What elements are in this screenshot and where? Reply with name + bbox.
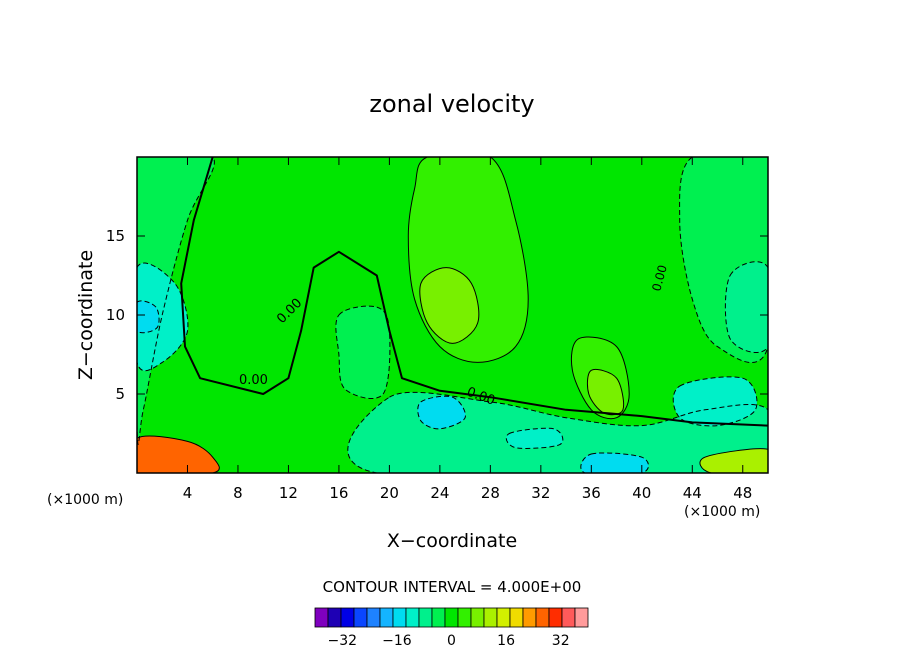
contour-line-east-mid-positive [570, 336, 630, 420]
colorbar: −32 −16 0 16 32 [314, 607, 589, 649]
x-tick-label: 24 [430, 484, 449, 502]
colorbar-tick-label: 16 [497, 633, 515, 649]
contour-line-lower-central-negative [347, 391, 768, 473]
colorbar-swatch [522, 607, 537, 628]
x-tick-label: 28 [481, 484, 500, 502]
contour-lines [137, 157, 768, 473]
contour-region-southeast-layers [699, 448, 768, 473]
y-tick-label: 5 [115, 385, 125, 403]
contour-line-central-upper-tongue [407, 157, 529, 363]
colorbar-tick-label: 0 [447, 633, 456, 649]
contour-line-southwest-layers [137, 435, 220, 473]
contour-line-mid-center-negative [335, 305, 391, 399]
colorbar-swatch [327, 607, 342, 628]
colorbar-swatch [574, 607, 589, 628]
contour-line-east-upper-core [724, 261, 768, 353]
contour-region-east-mid-max [587, 369, 624, 415]
y-axis-label: Z−coordinate [75, 250, 97, 380]
contour-line-zero [180, 157, 768, 427]
colorbar-swatch [431, 607, 446, 628]
x-tick-label: 40 [632, 484, 651, 502]
x-tick-label: 8 [233, 484, 243, 502]
x-tick-label: 4 [183, 484, 193, 502]
colorbar-swatch [353, 607, 368, 628]
colorbar-swatch [418, 607, 433, 628]
colorbar-swatch [509, 607, 524, 628]
contour-line-lower-core-b [505, 427, 564, 449]
contour-region-lower-core-a [417, 396, 466, 429]
x-axis: 4 8 12 16 20 24 28 32 36 40 44 48 [183, 157, 752, 502]
y-tick-label: 15 [106, 227, 125, 245]
colorbar-swatch [470, 607, 485, 628]
contour-line-southeast-layers [699, 448, 768, 473]
colorbar-swatch [457, 607, 472, 628]
contour-region-upper-center-max [419, 267, 479, 344]
contour-region-west-mid-innercore [137, 300, 160, 333]
contour-line-lower-core-c [580, 452, 650, 473]
contour-region-lower-core-b [506, 428, 563, 449]
contour-line-west-mid-core [137, 262, 189, 372]
contour-field [137, 157, 768, 473]
colorbar-tick-label: 32 [552, 633, 570, 649]
x-axis-label: X−coordinate [387, 530, 517, 552]
colorbar-swatch [314, 607, 329, 628]
contour-line-west-mid-innercore [137, 300, 160, 334]
colorbar-tick-label: −32 [328, 633, 358, 649]
contour-label: 0.00 [649, 263, 669, 292]
contour-region-western-band [137, 157, 215, 445]
colorbar-swatch [340, 607, 355, 628]
colorbar-swatch [483, 607, 498, 628]
x-unit-left: (×1000 m) [47, 492, 123, 508]
colorbar-swatch [444, 607, 459, 628]
x-tick-label: 44 [683, 484, 702, 502]
colorbar-swatch [561, 607, 576, 628]
contour-region-east-upper-core [725, 261, 768, 353]
x-tick-label: 20 [380, 484, 399, 502]
colorbar-swatch [535, 607, 550, 628]
x-tick-label: 48 [733, 484, 752, 502]
x-tick-label: 16 [329, 484, 348, 502]
colorbar-swatch [548, 607, 563, 628]
colorbar-swatch [496, 607, 511, 628]
contour-region-southwest-layers [137, 436, 220, 473]
x-unit-right: (×1000 m) [684, 504, 760, 520]
colorbar-swatch [379, 607, 394, 628]
colorbar-tick-label: −16 [382, 633, 412, 649]
chart-title: zonal velocity [369, 90, 534, 118]
contour-line-upper-center-max [419, 267, 480, 344]
contour-region-lower-core-c [580, 452, 649, 473]
colorbar-swatch [405, 607, 420, 628]
contour-region-mid-center-negative [335, 306, 390, 399]
contour-label: 0.00 [239, 373, 268, 388]
x-tick-label: 32 [531, 484, 550, 502]
contour-interval: CONTOUR INTERVAL = 4.000E+00 [323, 578, 582, 596]
y-axis: 5 10 15 [106, 227, 768, 403]
contour-region-west-mid-core [137, 263, 188, 371]
colorbar-swatch [366, 607, 381, 628]
contour-line-east-low-negative [672, 376, 758, 427]
x-tick-label: 36 [582, 484, 601, 502]
contour-line-east-upper-negative [679, 157, 768, 364]
x-tick-label: 12 [279, 484, 298, 502]
colorbar-swatch [392, 607, 407, 628]
contour-region-east-low-negative [673, 376, 757, 426]
y-tick-label: 10 [106, 306, 125, 324]
